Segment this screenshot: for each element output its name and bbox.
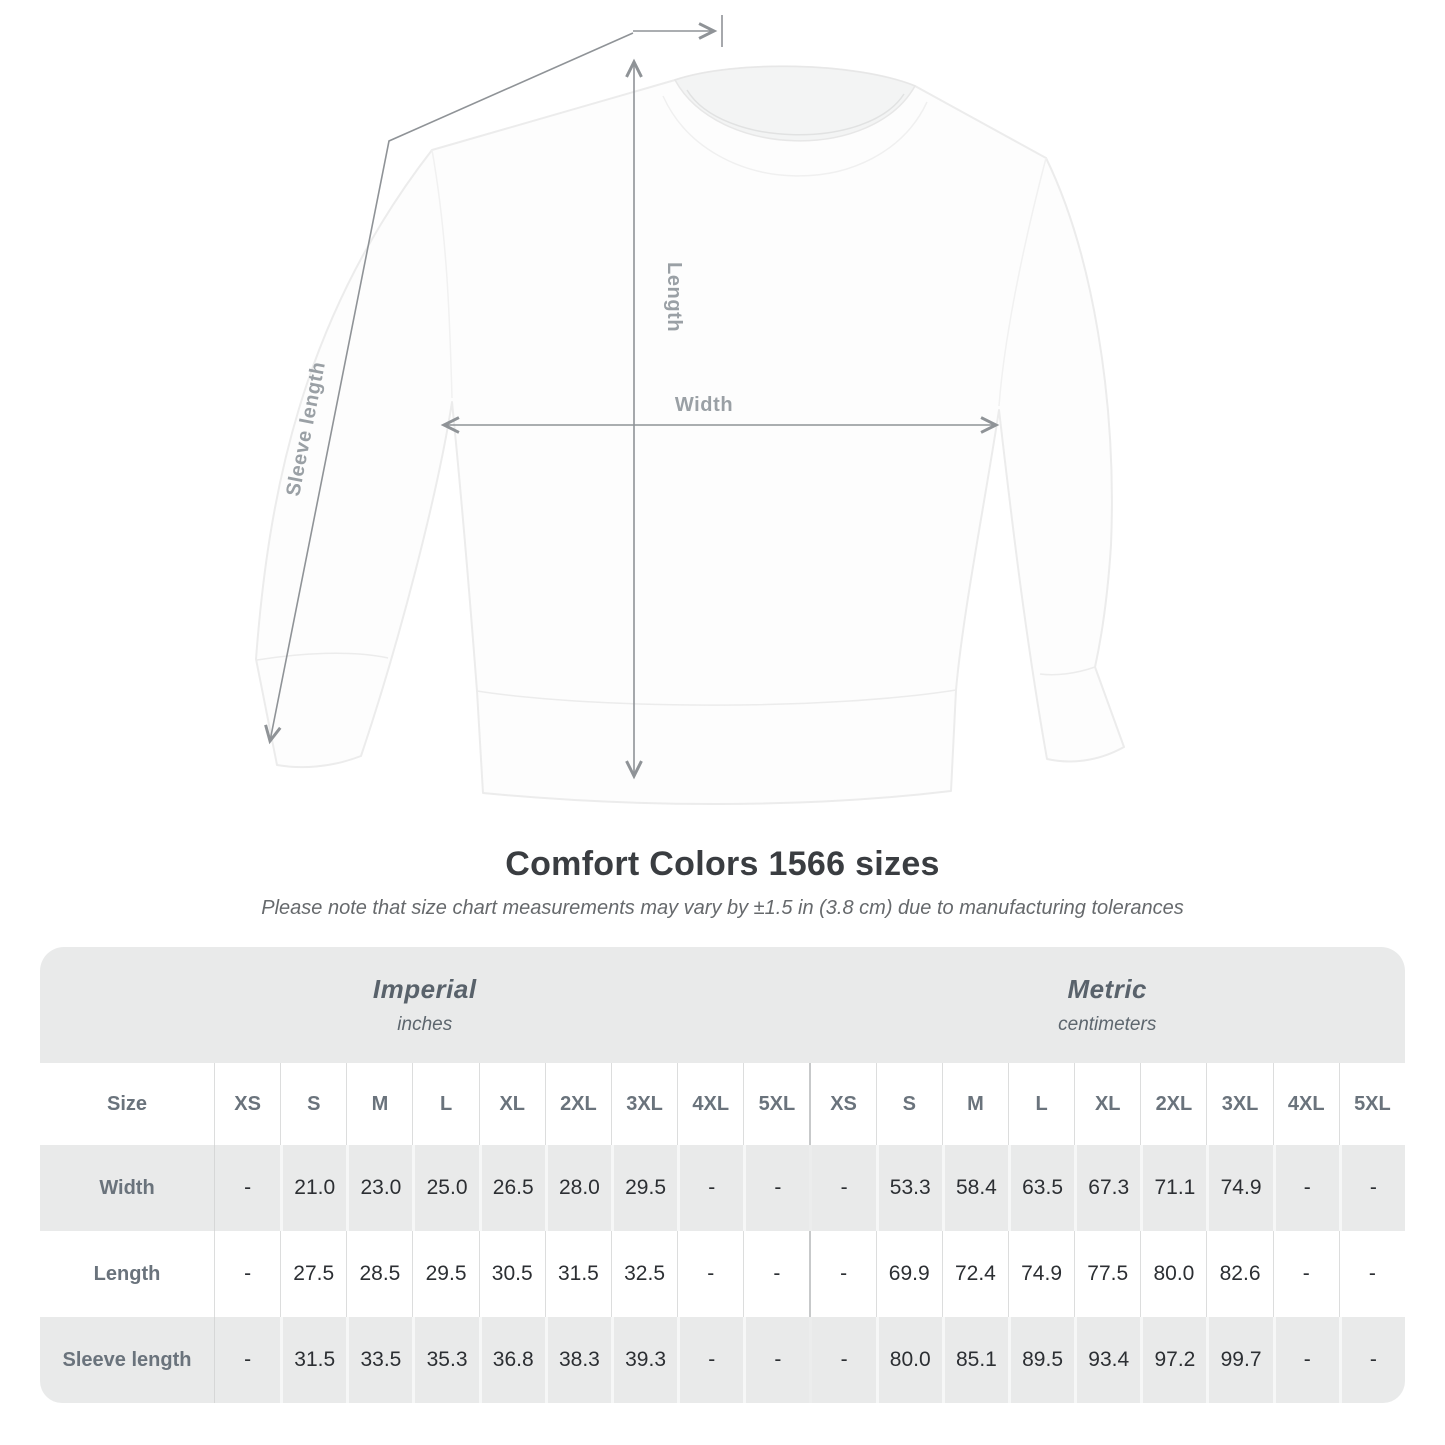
size-header: 3XL <box>1206 1063 1272 1145</box>
size-header: XL <box>478 1063 545 1145</box>
table-cell: 63.5 <box>1007 1145 1075 1231</box>
table-cell: - <box>214 1317 281 1403</box>
size-header: 4XL <box>677 1063 743 1145</box>
table-cell: - <box>1338 1231 1405 1317</box>
left-armhole-seam <box>431 149 453 399</box>
size-header: 2XL <box>1140 1063 1206 1145</box>
table-cell: 26.5 <box>478 1145 545 1231</box>
table-cell: - <box>214 1231 280 1317</box>
table-cell: - <box>809 1317 876 1403</box>
size-column-header: Size <box>106 1092 148 1115</box>
table-cell: - <box>809 1231 875 1317</box>
right-cuff-seam <box>1039 666 1096 676</box>
length-label: Length <box>663 262 685 332</box>
size-header: 4XL <box>1272 1063 1339 1145</box>
table-cell: 85.1 <box>941 1317 1008 1403</box>
table-cell: - <box>1338 1145 1405 1231</box>
size-diagram: Sleeve length Length Width <box>255 15 1125 805</box>
table-cell: 27.5 <box>280 1231 346 1317</box>
table-cell: 32.5 <box>610 1231 677 1317</box>
sleeve-length-arrow <box>264 32 634 745</box>
table-cell: 31.5 <box>544 1231 611 1317</box>
size-header: S <box>280 1063 346 1145</box>
table-cell: - <box>677 1145 744 1231</box>
table-cell: 67.3 <box>1074 1145 1141 1231</box>
collar-opening <box>673 65 917 142</box>
size-header: M <box>346 1063 412 1145</box>
metric-unit-header: Metric centimeters <box>809 947 1405 1063</box>
width-label: Width <box>675 394 733 416</box>
metric-unit: centimeters <box>1058 1014 1157 1035</box>
table-cell: 93.4 <box>1074 1317 1141 1403</box>
table-cell: 28.0 <box>544 1145 611 1231</box>
size-header: M <box>941 1063 1008 1145</box>
size-header: 5XL <box>1338 1063 1405 1145</box>
table-cell: 74.9 <box>1206 1145 1273 1231</box>
table-cell: 23.0 <box>346 1145 413 1231</box>
table-cell: 82.6 <box>1206 1231 1272 1317</box>
table-cell: 25.0 <box>412 1145 479 1231</box>
row-label-sleeve-length: Sleeve length <box>40 1317 214 1403</box>
table-cell: 38.3 <box>544 1317 611 1403</box>
table-cell: 53.3 <box>875 1145 942 1231</box>
table-cell: - <box>1338 1317 1405 1403</box>
table-cell: 58.4 <box>941 1145 1008 1231</box>
table-cell: 74.9 <box>1007 1231 1074 1317</box>
table-cell: 99.7 <box>1206 1317 1273 1403</box>
table-cell: 21.0 <box>280 1145 347 1231</box>
table-cell: - <box>809 1145 876 1231</box>
imperial-unit: inches <box>397 1014 453 1035</box>
under-collar-seam <box>662 95 928 177</box>
table-cell: - <box>677 1317 744 1403</box>
table-cell: 97.2 <box>1140 1317 1207 1403</box>
hem-seam <box>476 689 957 706</box>
table-cell: 33.5 <box>346 1317 413 1403</box>
table-cell: 29.5 <box>412 1231 478 1317</box>
sweatshirt-illustration <box>255 65 1125 805</box>
table-cell: 69.9 <box>875 1231 942 1317</box>
row-label-width: Width <box>40 1145 214 1231</box>
size-header: L <box>1007 1063 1074 1145</box>
size-header: XS <box>809 1063 875 1145</box>
table-cell: 89.5 <box>1007 1317 1075 1403</box>
tolerance-note: Please note that size chart measurements… <box>261 897 1184 919</box>
size-header: 5XL <box>743 1063 809 1145</box>
size-header: S <box>875 1063 942 1145</box>
table-cell: - <box>743 1317 810 1403</box>
size-header: 3XL <box>610 1063 677 1145</box>
table-cell: - <box>743 1145 810 1231</box>
metric-label: Metric <box>1067 974 1148 1004</box>
collar-ribbing <box>686 89 905 136</box>
imperial-unit-header: Imperial inches <box>40 947 810 1063</box>
table-cell: 39.3 <box>610 1317 678 1403</box>
table-cell: 29.5 <box>610 1145 678 1231</box>
table-cell: 31.5 <box>280 1317 347 1403</box>
table-cell: - <box>1272 1231 1339 1317</box>
page-title: Comfort Colors 1566 sizes <box>505 845 940 883</box>
table-cell: 72.4 <box>941 1231 1008 1317</box>
table-cell: 77.5 <box>1074 1231 1140 1317</box>
left-cuff-seam <box>256 652 389 661</box>
table-cell: 28.5 <box>346 1231 412 1317</box>
table-cell: 35.3 <box>412 1317 479 1403</box>
size-chart-table: Imperial inches Metric centimeters Size … <box>40 947 1405 1403</box>
table-cell: 80.0 <box>1140 1231 1206 1317</box>
size-header: 2XL <box>544 1063 611 1145</box>
table-cell: - <box>677 1231 743 1317</box>
row-label-length: Length <box>93 1262 161 1285</box>
table-cell: - <box>743 1231 809 1317</box>
table-cell: 36.8 <box>478 1317 545 1403</box>
size-header: XS <box>214 1063 280 1145</box>
table-cell: - <box>214 1145 281 1231</box>
table-cell: 71.1 <box>1140 1145 1207 1231</box>
right-armhole-seam <box>998 157 1047 407</box>
size-header: L <box>412 1063 478 1145</box>
table-cell: - <box>1272 1145 1339 1231</box>
size-header: XL <box>1074 1063 1140 1145</box>
imperial-label: Imperial <box>372 974 477 1004</box>
table-cell: 80.0 <box>875 1317 942 1403</box>
table-cell: - <box>1272 1317 1339 1403</box>
table-cell: 30.5 <box>478 1231 545 1317</box>
